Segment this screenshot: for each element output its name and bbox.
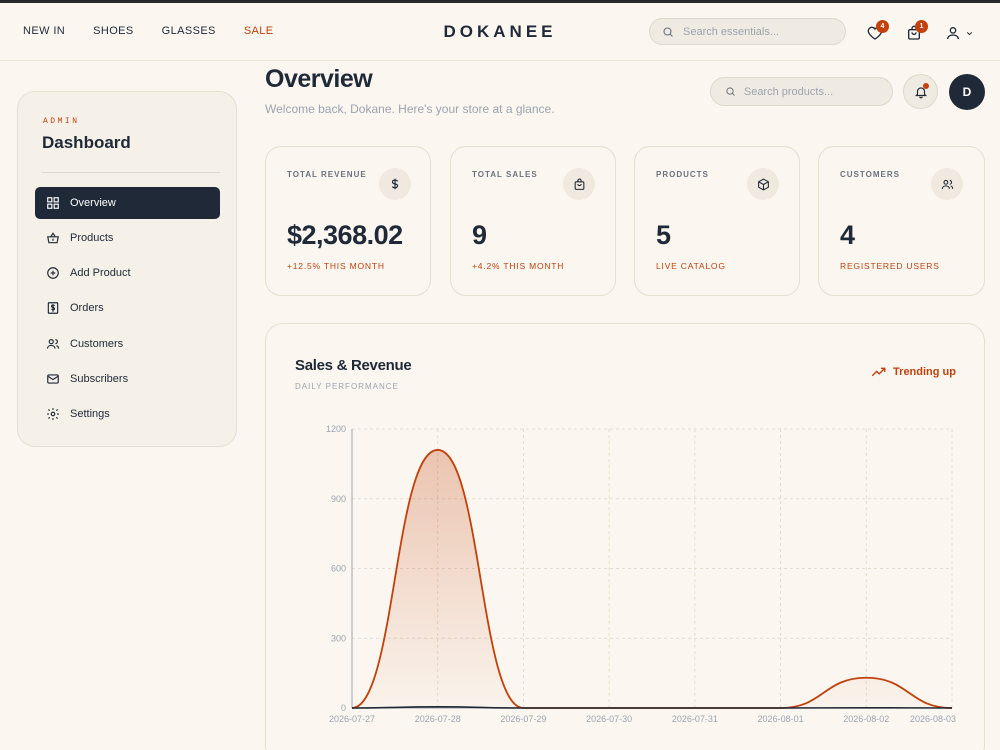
basket-icon	[47, 232, 59, 244]
notifications-button[interactable]	[903, 74, 938, 109]
sidebar-item-orders[interactable]: Orders	[35, 292, 220, 324]
sidebar-item-label: Products	[70, 232, 114, 244]
y-tick-label: 1200	[326, 424, 346, 434]
notification-dot	[923, 83, 929, 89]
nav-link-shoes[interactable]: SHOES	[93, 25, 134, 37]
nav-link-new-in[interactable]: NEW IN	[23, 25, 66, 37]
stat-card-revenue: TOTAL REVENUE $2,368.02 +12.5% THIS MONT…	[265, 146, 431, 296]
sidebar-item-label: Overview	[70, 197, 116, 209]
sidebar-item-add-product[interactable]: Add Product	[35, 257, 220, 289]
box-icon	[747, 168, 779, 200]
users-icon	[931, 168, 963, 200]
y-tick-label: 0	[341, 703, 346, 713]
top-search-input[interactable]	[683, 25, 833, 38]
nav-link-glasses[interactable]: GLASSES	[161, 25, 216, 37]
sidebar-item-settings[interactable]: Settings	[35, 398, 220, 430]
gear-icon	[47, 408, 59, 420]
stat-card-sales: TOTAL SALES 9 +4.2% THIS MONTH	[450, 146, 616, 296]
y-tick-label: 900	[331, 494, 346, 504]
trend-label: Trending up	[893, 366, 956, 378]
chevron-down-icon	[966, 31, 973, 35]
sales-revenue-panel: Sales & Revenue DAILY PERFORMANCE Trendi…	[265, 323, 985, 750]
stat-value: 4	[840, 220, 855, 250]
top-search-box	[649, 18, 846, 45]
plus-circle-icon	[47, 267, 59, 279]
stat-label: TOTAL REVENUE	[287, 170, 367, 179]
stat-card-products: PRODUCTS 5 LIVE CATALOG	[634, 146, 800, 296]
wishlist-count-badge: 4	[876, 20, 889, 33]
sidebar-item-subscribers[interactable]: Subscribers	[35, 363, 220, 395]
heart-icon	[867, 26, 883, 40]
series-area	[352, 449, 952, 708]
page-subtitle: Welcome back, Dokane. Here's your store …	[265, 102, 555, 116]
chart-subtitle: DAILY PERFORMANCE	[295, 382, 399, 391]
chart-title: Sales & Revenue	[295, 357, 412, 374]
y-tick-label: 600	[331, 564, 346, 574]
admin-sidebar: ADMIN Dashboard Overview Products Add Pr…	[17, 91, 237, 447]
sidebar-item-products[interactable]: Products	[35, 222, 220, 254]
stat-card-customers: CUSTOMERS 4 REGISTERED USERS	[818, 146, 985, 296]
receipt-icon	[47, 302, 59, 314]
sales-revenue-chart: 0 300 600 900 1200 2026-07-27 2026-07-28 2026-0…	[326, 424, 956, 724]
x-tick-label: 2026-07-28	[415, 714, 461, 724]
account-menu-button[interactable]	[945, 25, 974, 41]
x-tick-label: 2026-07-31	[672, 714, 718, 724]
stat-label: PRODUCTS	[656, 170, 709, 179]
sidebar-section-label: ADMIN	[43, 117, 80, 126]
product-search-input[interactable]	[743, 85, 892, 98]
stat-value: 5	[656, 220, 671, 250]
sidebar-title: Dashboard	[42, 133, 131, 152]
top-navbar: NEW IN SHOES GLASSES SALE DOKANEE 4 1	[0, 3, 1000, 61]
nav-links: NEW IN SHOES GLASSES SALE	[23, 25, 274, 37]
stat-note: +4.2% THIS MONTH	[472, 261, 565, 271]
sidebar-item-label: Customers	[70, 338, 124, 350]
users-icon	[46, 339, 60, 349]
x-tick-label: 2026-07-27	[329, 714, 375, 724]
dollar-icon	[379, 168, 411, 200]
sidebar-divider	[42, 172, 220, 173]
stat-label: TOTAL SALES	[472, 170, 538, 179]
stat-label: CUSTOMERS	[840, 170, 900, 179]
series-line	[351, 706, 953, 709]
stat-note: +12.5% THIS MONTH	[287, 261, 385, 271]
sidebar-item-label: Orders	[70, 302, 104, 314]
trending-up-icon	[871, 367, 886, 377]
y-tick-label: 300	[331, 633, 346, 643]
cart-count-badge: 1	[915, 20, 928, 33]
stat-value: $2,368.02	[287, 220, 403, 250]
cart-button[interactable]: 1	[906, 20, 928, 46]
page-title: Overview	[265, 65, 373, 93]
nav-link-sale[interactable]: SALE	[243, 25, 274, 37]
avatar[interactable]: D	[949, 74, 985, 110]
grid-icon	[47, 197, 59, 209]
stat-value: 9	[472, 220, 487, 250]
sidebar-item-label: Settings	[70, 408, 110, 420]
bell-icon	[914, 86, 927, 98]
x-tick-label: 2026-08-01	[758, 714, 804, 724]
bag-icon	[563, 168, 595, 200]
search-icon	[663, 26, 673, 37]
stat-note: REGISTERED USERS	[840, 261, 940, 271]
x-tick-label: 2026-08-03	[910, 714, 956, 724]
sidebar-item-overview[interactable]: Overview	[35, 187, 220, 219]
wishlist-button[interactable]: 4	[867, 20, 889, 46]
product-search-box	[710, 77, 893, 106]
search-icon	[726, 87, 735, 96]
sidebar-item-label: Subscribers	[70, 373, 129, 385]
x-tick-label: 2026-07-29	[500, 714, 546, 724]
trend-indicator: Trending up	[871, 366, 956, 378]
x-tick-label: 2026-08-02	[843, 714, 889, 724]
sidebar-item-label: Add Product	[70, 267, 131, 279]
mail-icon	[47, 374, 59, 384]
stat-note: LIVE CATALOG	[656, 261, 726, 271]
x-tick-label: 2026-07-30	[586, 714, 632, 724]
user-icon	[947, 27, 959, 40]
sidebar-item-customers[interactable]: Customers	[35, 328, 220, 360]
